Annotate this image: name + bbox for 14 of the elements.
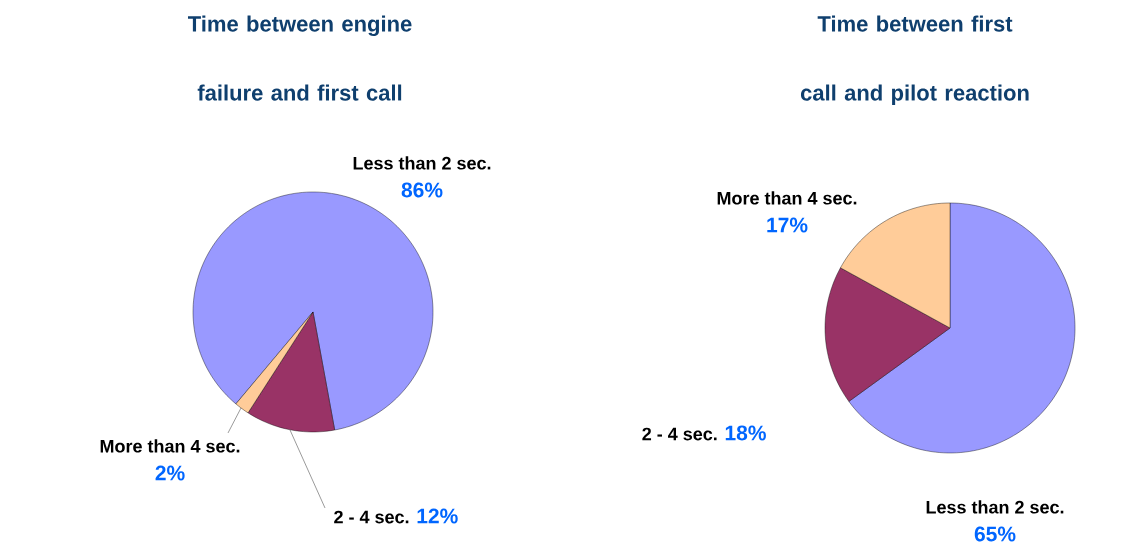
data-label: 86% bbox=[401, 182, 443, 198]
data-label: 17% bbox=[767, 217, 808, 233]
slice-label: 2 - 4 sec. bbox=[334, 510, 409, 524]
data-label: 2% bbox=[155, 465, 185, 481]
slice-label: Less than 2 sec. bbox=[353, 156, 491, 170]
slice-label: More than 4 sec. bbox=[100, 439, 240, 453]
slice-label: More than 4 sec. bbox=[717, 191, 857, 205]
chart-title: Time between first call and pilot reaction bbox=[800, 15, 1029, 105]
slice-label: Less than 2 sec. bbox=[926, 500, 1064, 514]
data-label: 12% bbox=[417, 508, 458, 524]
data-label: 18% bbox=[725, 425, 766, 441]
data-label: 65% bbox=[974, 526, 1016, 542]
chart-title: Time between engine failure and first call bbox=[188, 15, 412, 101]
slice-label: 2 - 4 sec. bbox=[642, 427, 717, 441]
